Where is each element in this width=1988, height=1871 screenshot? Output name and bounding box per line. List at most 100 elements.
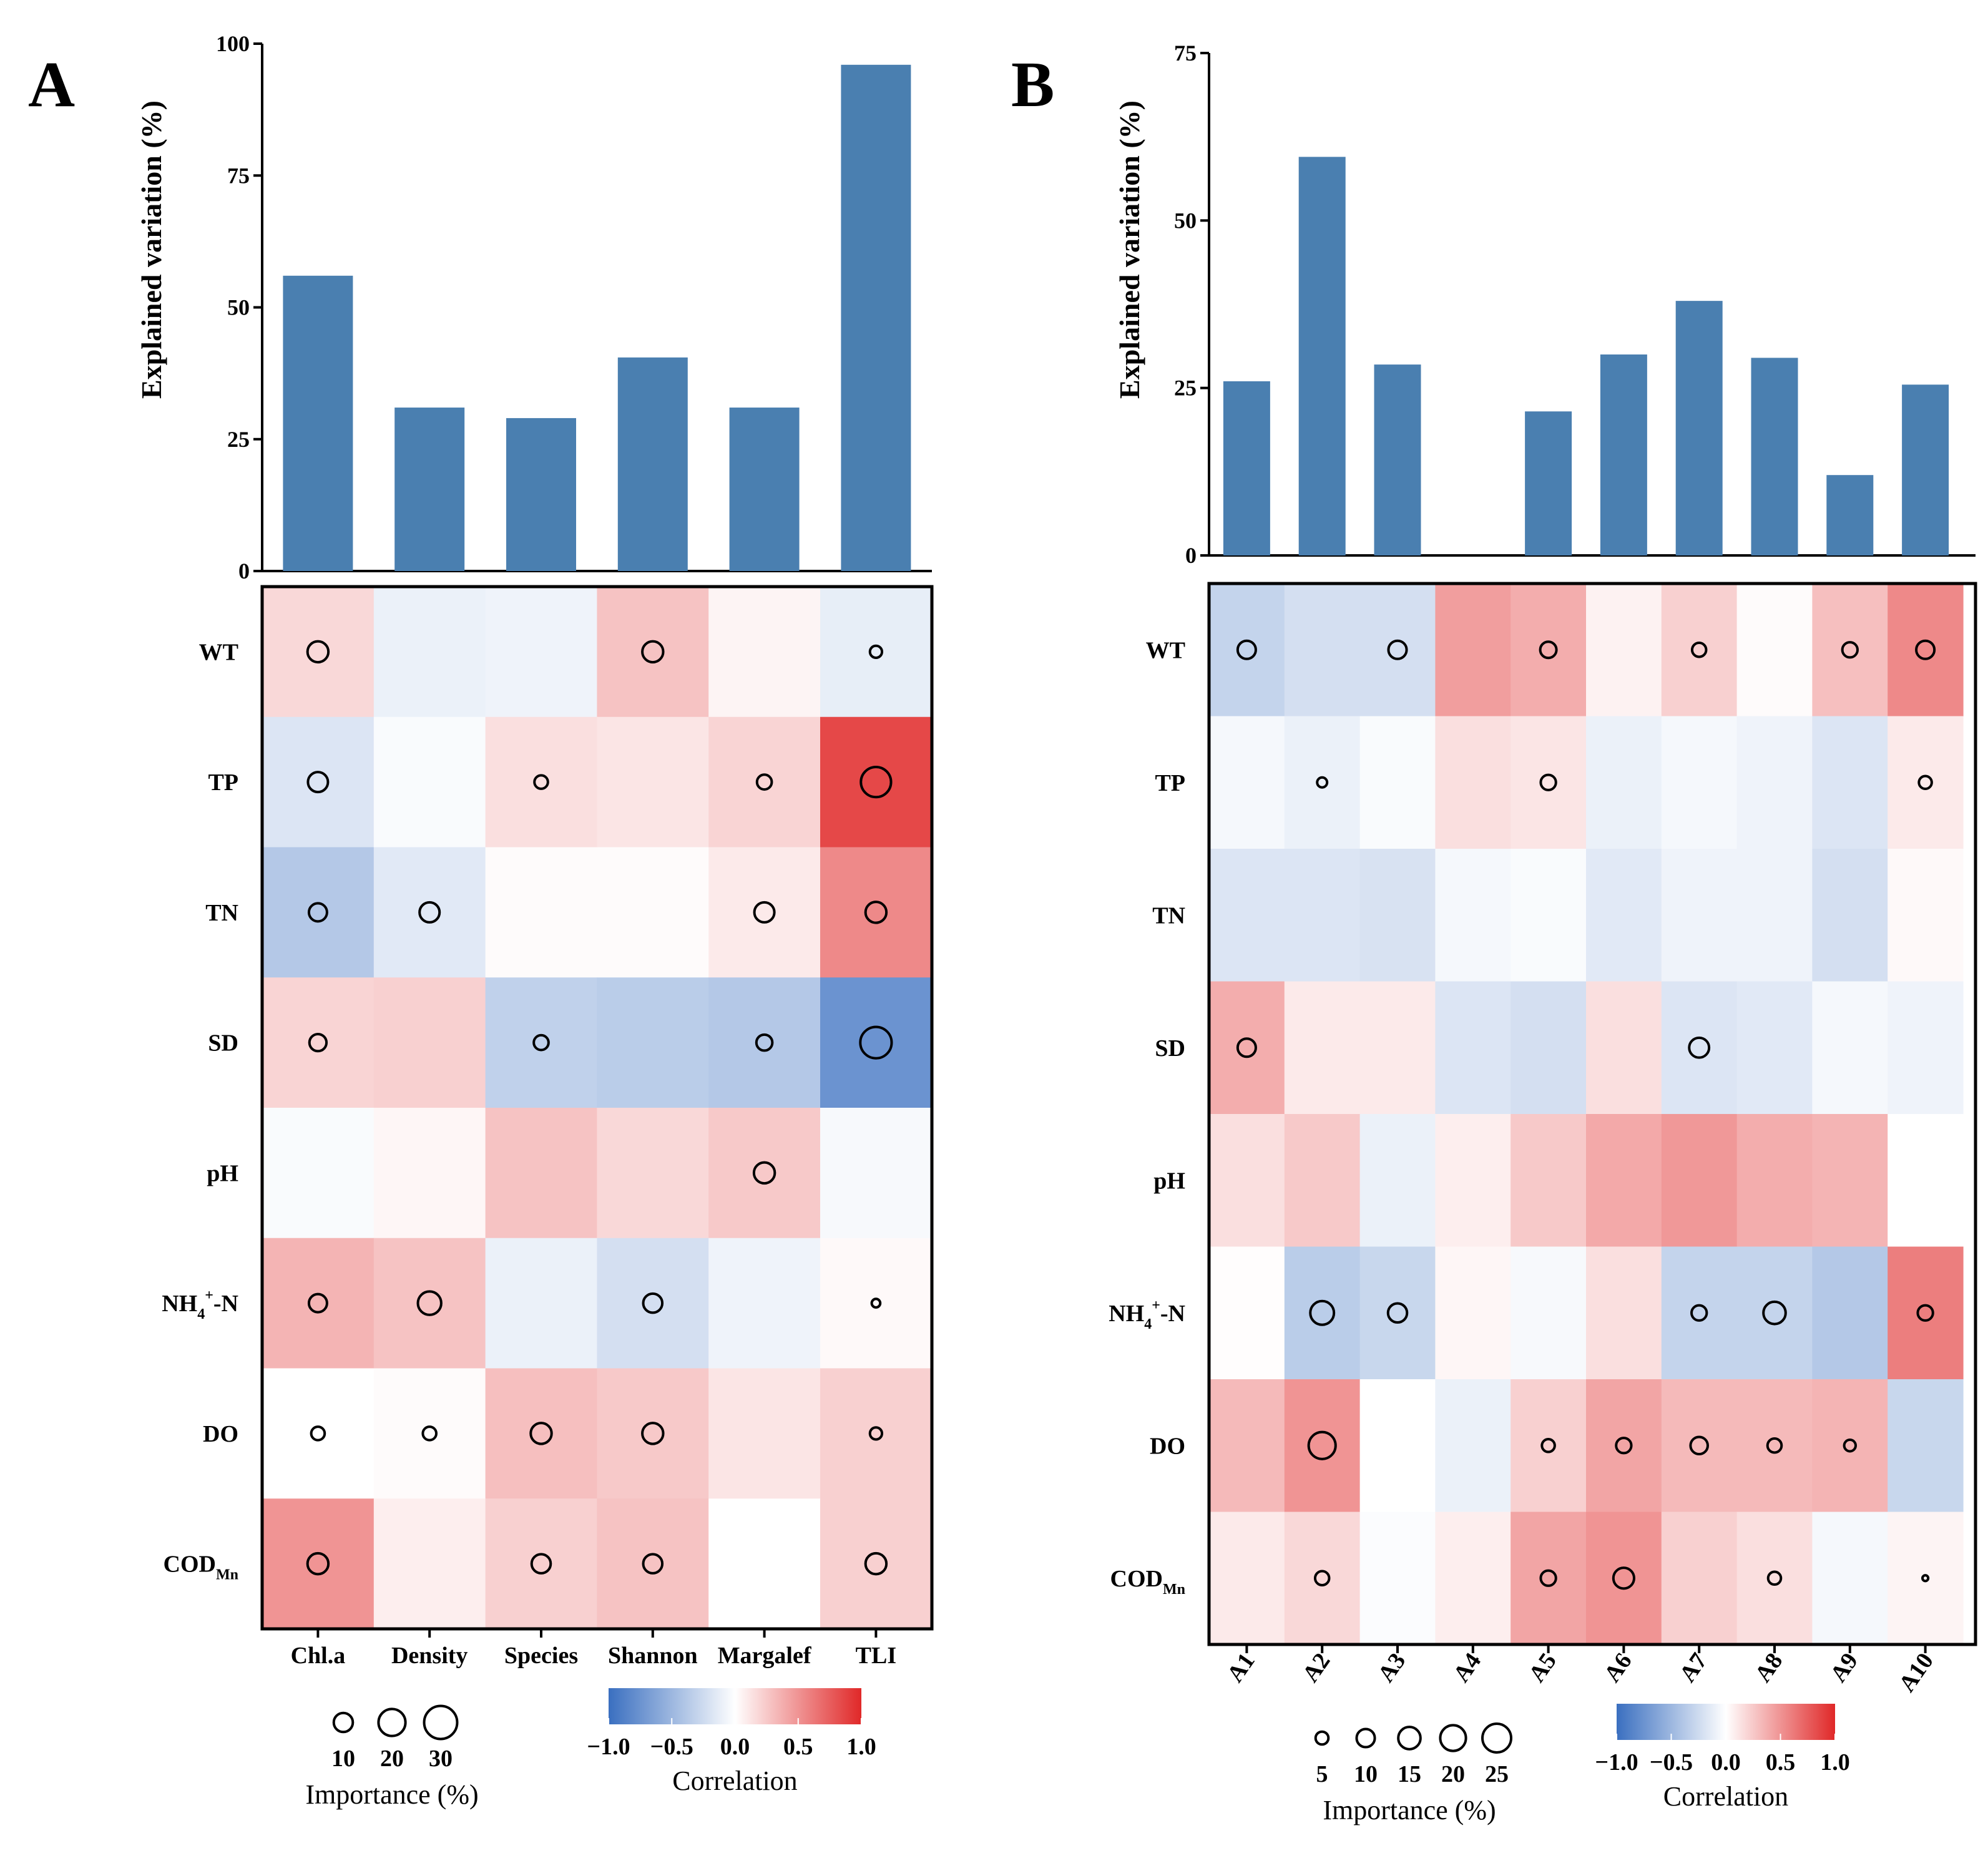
heatmap-cell [1736,584,1813,717]
heatmap-cell [373,1238,486,1369]
heatmap-cell [1511,849,1587,982]
importance-circle [642,1292,664,1314]
heatmap-cell [1661,716,1738,849]
heatmap-cell [1435,1246,1511,1380]
bar-a10 [1902,384,1949,555]
importance-circle [1313,1570,1331,1587]
heatmap-cell [708,1108,821,1239]
heatmap-cell [1435,1379,1511,1513]
size-legend-label: 30 [429,1746,453,1772]
heatmap-cell [1736,1379,1813,1513]
heatmap-cell [1736,716,1813,849]
heatmap-cell [262,1498,375,1629]
row-label: SD [1155,1035,1185,1062]
x-tick-label: A9 [1825,1648,1863,1687]
row-label: TN [205,900,238,926]
importance-circle [1766,1570,1783,1586]
heatmap-cell [1209,849,1285,982]
y-tick-label: 0 [238,559,250,584]
heatmap-frame [260,585,934,1631]
importance-circle [1316,776,1329,789]
importance-circle [306,1551,330,1576]
heatmap-cell [1586,1379,1662,1513]
heatmap-cell [373,847,486,978]
heatmap-cell [708,716,821,848]
importance-circle [1843,1439,1858,1453]
importance-circle [1236,639,1257,660]
y-tick-label: 0 [1185,543,1197,568]
colorbar-tick-label: −0.5 [1650,1749,1693,1776]
heatmap-cell [373,1108,486,1239]
importance-circle [1916,1304,1934,1322]
heatmap-cell [597,847,709,978]
importance-circle [641,1422,665,1445]
size-legend-label: 5 [1316,1761,1328,1787]
heatmap-cell [1586,981,1662,1115]
colorbar-tick-label: 0.0 [1711,1749,1741,1776]
heatmap-cell [1209,981,1285,1115]
heatmap-cell [1435,1114,1511,1248]
x-tick-label: A4 [1448,1648,1486,1687]
x-tick-label: A8 [1750,1648,1788,1687]
importance-circle [859,765,893,799]
y-tick-label: 50 [227,295,250,320]
colorbar-title: Correlation [1663,1781,1788,1812]
heatmap-cell [708,1238,821,1369]
importance-circle [864,901,888,924]
heatmap-cell [597,1238,709,1369]
heatmap-cell [1812,1379,1888,1513]
size-legend-circle [377,1707,407,1737]
heatmap-cell [820,1498,933,1629]
heatmap-cell [1209,716,1285,849]
heatmap-cell [1736,981,1813,1115]
heatmap-cell [1661,1114,1738,1248]
heatmap-cell [1209,1512,1285,1645]
heatmap-cell [485,587,597,718]
heatmap-cell [485,1108,597,1239]
heatmap-cell [820,1108,933,1239]
heatmap-cell [1435,584,1511,717]
bar-margalef [729,408,800,571]
heatmap-cell [373,587,486,718]
heatmap-cell [1661,1512,1738,1645]
heatmap-frame [1207,582,1977,1646]
heatmap-cell [1812,1246,1888,1380]
heatmap-cell [820,587,933,718]
row-label: SD [208,1030,238,1057]
heatmap-cell [1284,584,1361,717]
heatmap-cell [1586,584,1662,717]
importance-circle [1689,1435,1709,1456]
bar-a5 [1525,411,1572,555]
panel-label-b: B [1011,49,1054,120]
x-tick-label: Density [391,1643,468,1669]
x-tick-label: Shannon [608,1643,698,1669]
size-legend-label: 20 [380,1746,404,1772]
importance-circle [1539,773,1557,791]
row-label: TP [1155,770,1185,796]
heatmap-cell [1435,716,1511,849]
bar-a3 [1374,364,1421,555]
size-legend-circle [1439,1724,1467,1752]
heatmap-cell [1511,584,1587,717]
bar-a9 [1826,475,1874,555]
heatmap-cell [820,847,933,978]
heatmap-cell [708,847,821,978]
heatmap-cell [1888,981,1964,1115]
heatmap-cell [373,1498,486,1629]
importance-circle [1615,1437,1633,1455]
importance-circle [529,1422,553,1445]
importance-circle [307,902,328,923]
heatmap-cell [1586,716,1662,849]
heatmap-cell [1284,1246,1361,1380]
heatmap-cell [1661,584,1738,717]
colorbar-tick-label: 1.0 [1820,1749,1850,1776]
heatmap-cell [1736,849,1813,982]
x-tick-label: A5 [1524,1648,1562,1687]
importance-circle [1841,641,1859,659]
y-tick-label: 75 [1174,41,1197,66]
heatmap-cell [1812,849,1888,982]
importance-circle [1307,1430,1337,1460]
row-label: WT [199,639,238,665]
panel-label-a: A [28,49,75,120]
heatmap-cell [1284,1512,1361,1645]
